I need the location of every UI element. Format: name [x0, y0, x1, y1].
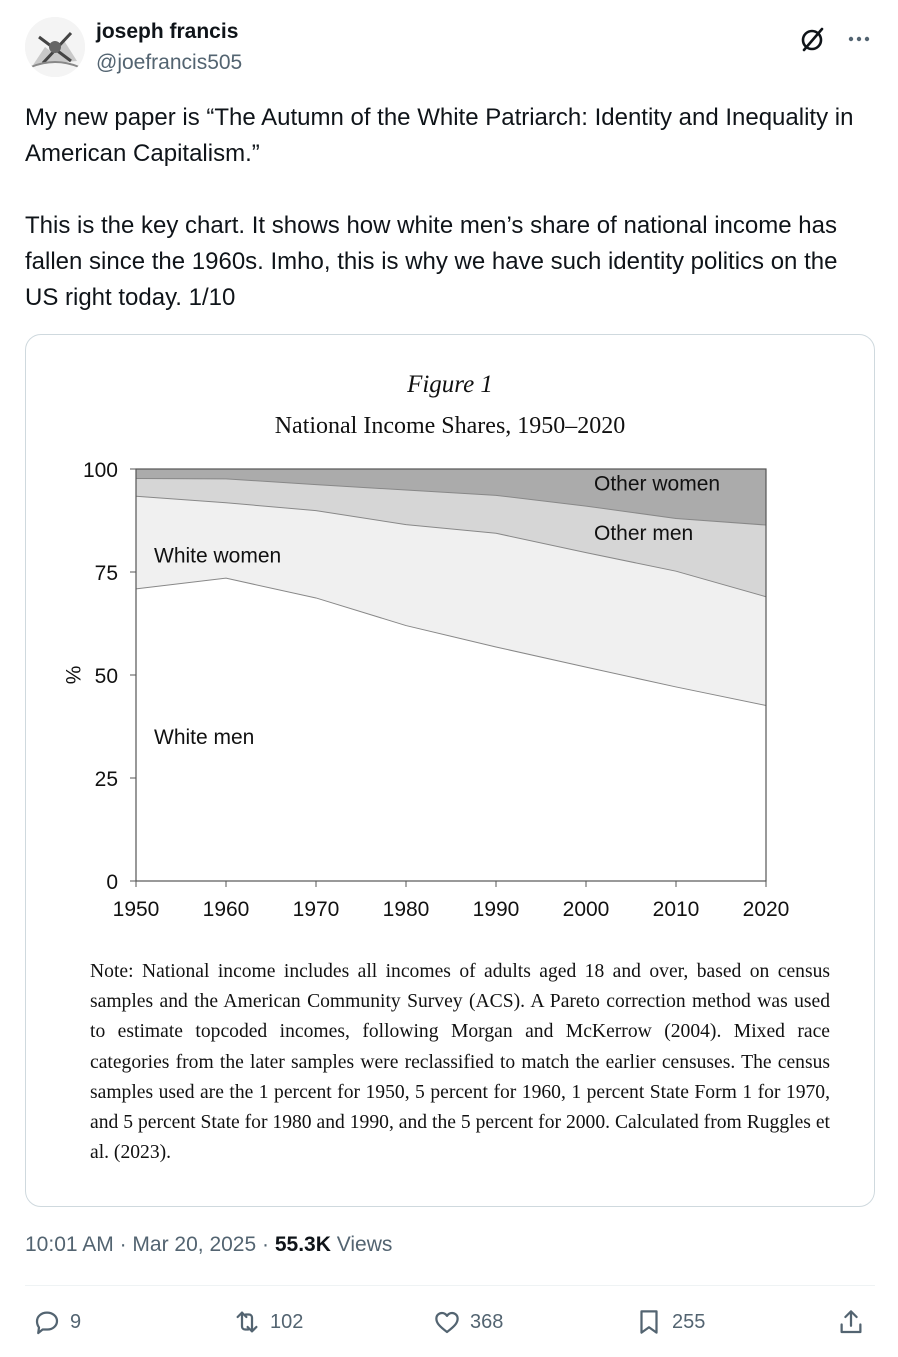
x-tick-label: 2010	[653, 898, 700, 921]
bookmark-icon	[640, 1310, 658, 1334]
author-display-name[interactable]: joseph francis	[96, 20, 239, 43]
tweet-date[interactable]: Mar 20, 2025	[132, 1233, 257, 1256]
area-other-men	[136, 478, 766, 597]
reply-button[interactable]: 9	[32, 1304, 81, 1340]
series-label-other-women: Other women	[594, 472, 720, 495]
x-tick-label: 2000	[563, 898, 610, 921]
tweet-media-image[interactable]: Figure 1 National Income Shares, 1950–20…	[25, 334, 875, 1207]
repost-arrows-icon	[236, 1311, 258, 1333]
x-tick-label: 1960	[203, 898, 250, 921]
y-axis-label: %	[61, 666, 84, 685]
share-upload-icon	[840, 1310, 862, 1334]
meta-separator: ·	[262, 1233, 270, 1256]
figure-note: Note: National income includes all incom…	[90, 961, 830, 1164]
area-white-men	[136, 578, 766, 881]
grok-slash-circle-icon[interactable]	[798, 24, 828, 54]
tweet-text: My new paper is “The Autumn of the White…	[25, 104, 854, 311]
y-tick-label: 100	[83, 459, 118, 482]
like-button[interactable]: 368	[432, 1304, 503, 1340]
x-tick-label: 1980	[383, 898, 430, 921]
series-label-other-men: Other men	[594, 522, 693, 545]
meta-separator: ·	[119, 1233, 127, 1256]
reply-count: 9	[70, 1310, 82, 1333]
boundary-white-women	[135, 495, 767, 598]
series-label-white-women: White women	[154, 545, 281, 568]
y-tick-label: 0	[106, 871, 118, 894]
series-label-white-men: White men	[154, 726, 254, 749]
bookmark-count: 255	[672, 1310, 706, 1333]
views-count: 55.3K	[274, 1233, 331, 1256]
more-dots-icon[interactable]	[842, 26, 878, 52]
avatar[interactable]	[25, 17, 85, 77]
income-share-chart: 0 25 50 75 100 1950 1960 1970 1980 1990 2000 2010 20…	[61, 459, 790, 921]
figure-label: Figure 1	[407, 371, 493, 398]
y-tick-label: 25	[95, 768, 118, 791]
figure-title: National Income Shares, 1950–2020	[274, 413, 626, 439]
repost-count: 102	[270, 1310, 304, 1333]
like-count: 368	[470, 1310, 504, 1333]
x-tick-label: 1950	[113, 898, 160, 921]
x-tick-label: 1990	[473, 898, 520, 921]
x-tick-label: 1970	[293, 898, 340, 921]
boundary-other-men	[135, 477, 767, 526]
y-tick-label: 75	[95, 562, 118, 585]
author-handle[interactable]: @joefrancis505	[96, 51, 243, 74]
views-label: Views	[336, 1233, 393, 1256]
share-button[interactable]	[836, 1304, 866, 1340]
tweet-meta: 10:01 AM · Mar 20, 2025 · 55.3K Views	[25, 1233, 392, 1257]
repost-button[interactable]: 102	[232, 1304, 303, 1340]
area-white-women	[136, 496, 766, 706]
x-tick-label: 2020	[743, 898, 790, 921]
bookmark-button[interactable]: 255	[634, 1304, 705, 1340]
tweet-time[interactable]: 10:01 AM	[25, 1233, 114, 1256]
reply-bubble-icon	[35, 1311, 59, 1335]
heart-icon	[435, 1311, 459, 1334]
y-tick-label: 50	[95, 665, 118, 688]
divider	[25, 1285, 875, 1286]
boundary-white-men	[135, 577, 767, 706]
avatar-image	[25, 17, 85, 77]
